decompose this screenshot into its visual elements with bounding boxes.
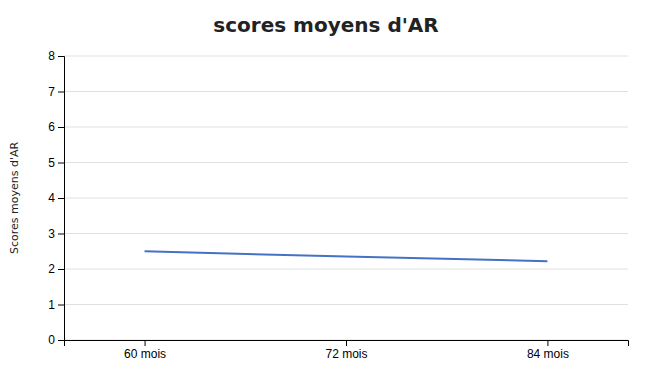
plot-area: 0 1 2 3 4 5 6 7 8 60 mois 72 mois 84 mois [48, 49, 628, 360]
grid-line [64, 233, 628, 234]
y-tick-mark [58, 269, 64, 270]
y-tick-mark [58, 305, 64, 306]
x-axis-line [65, 341, 629, 347]
y-tick-label: 0 [48, 333, 55, 347]
x-tick-mark [145, 340, 146, 346]
x-tick: 84 mois [527, 340, 569, 361]
y-tick: 2 [48, 262, 64, 276]
grid-line [64, 56, 628, 57]
marks [145, 251, 548, 261]
x-tick-label: 60 mois [124, 347, 166, 361]
y-axis-title: Scores moyens d'AR [8, 142, 21, 254]
x-axis: 60 mois 72 mois 84 mois [65, 340, 629, 361]
chart-container: 0 1 2 3 4 5 6 7 8 60 mois 72 mois 84 mois scores moy… [0, 0, 652, 380]
y-tick-label: 6 [48, 120, 55, 134]
y-tick-mark [58, 92, 64, 93]
x-tick-mark [547, 340, 548, 346]
x-tick-label: 72 mois [325, 347, 367, 361]
grid-line [64, 198, 628, 199]
x-tick: 60 mois [124, 340, 166, 361]
y-tick-mark [58, 163, 64, 164]
y-tick-label: 4 [48, 191, 55, 205]
grid-line [64, 162, 628, 163]
x-tick: 72 mois [325, 340, 367, 361]
y-tick-label: 5 [48, 156, 55, 170]
y-tick: 4 [48, 191, 64, 205]
y-tick-label: 7 [48, 85, 55, 99]
y-tick-mark [58, 198, 64, 199]
grid-line [64, 269, 628, 270]
y-tick: 3 [48, 227, 64, 241]
grid-line [64, 127, 628, 128]
title: scores moyens d'AR [213, 13, 438, 37]
y-tick-mark [58, 234, 64, 235]
y-tick: 1 [48, 298, 64, 312]
y-tick: 0 [48, 333, 64, 347]
y-axis: 0 1 2 3 4 5 6 7 8 [48, 49, 64, 347]
y-tick-mark [58, 340, 64, 341]
y-tick-label: 2 [48, 262, 55, 276]
x-tick-mark [346, 340, 347, 346]
y-tick-mark [58, 127, 64, 128]
y-tick-label: 1 [48, 298, 55, 312]
y-tick: 8 [48, 49, 64, 63]
y-axis-line [58, 57, 65, 341]
y-tick-label: 8 [48, 49, 55, 63]
grid [64, 56, 628, 340]
y-tick-label: 3 [48, 227, 55, 241]
line [145, 251, 548, 261]
x-tick-label: 84 mois [527, 347, 569, 361]
y-tick-mark [58, 56, 64, 57]
chart-svg: 0 1 2 3 4 5 6 7 8 60 mois 72 mois 84 mois scores moy… [0, 0, 652, 380]
grid-line [64, 304, 628, 305]
y-tick: 5 [48, 156, 64, 170]
y-tick: 6 [48, 120, 64, 134]
grid-line [64, 91, 628, 92]
y-tick: 7 [48, 85, 64, 99]
